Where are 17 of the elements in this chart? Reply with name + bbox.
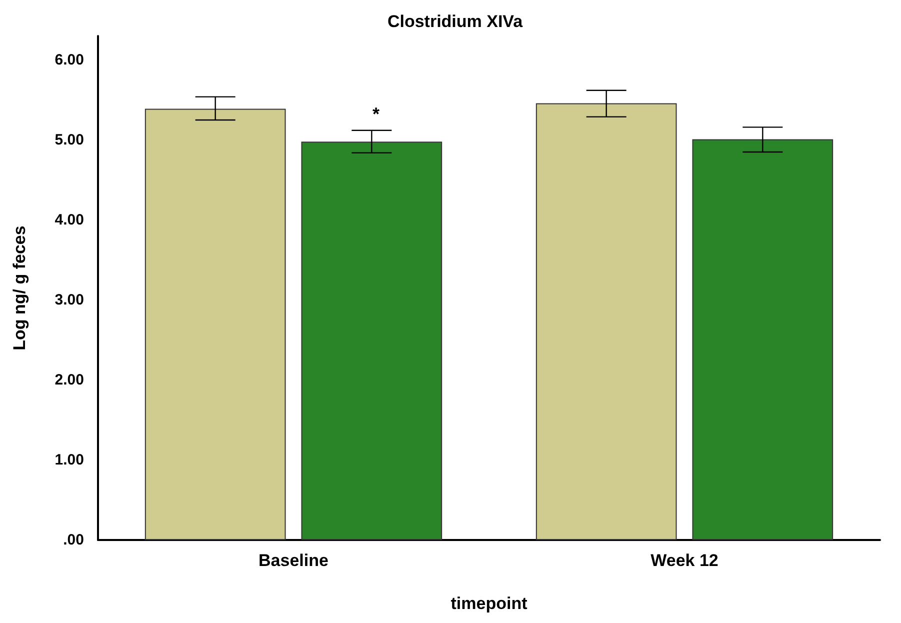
annotation: * bbox=[372, 104, 380, 124]
x-tick-label: Baseline bbox=[258, 551, 328, 570]
x-axis-title: timepoint bbox=[450, 594, 528, 613]
chart-title: Clostridium XIVa bbox=[387, 12, 524, 31]
y-tick-label: 2.00 bbox=[54, 372, 84, 388]
y-tick-label: .00 bbox=[63, 532, 84, 548]
y-tick-label: 1.00 bbox=[54, 452, 84, 468]
x-tick-label: Week 12 bbox=[650, 551, 718, 570]
bar bbox=[301, 142, 442, 540]
bar bbox=[536, 103, 677, 540]
y-tick-label: 3.00 bbox=[54, 292, 84, 308]
y-axis-title: Log ng/ g feces bbox=[10, 226, 29, 350]
bar bbox=[692, 139, 834, 540]
y-tick-label: 4.00 bbox=[54, 212, 84, 228]
y-tick-label: 6.00 bbox=[54, 52, 84, 68]
y-tick-label: 5.00 bbox=[54, 132, 84, 148]
bar bbox=[144, 108, 286, 540]
